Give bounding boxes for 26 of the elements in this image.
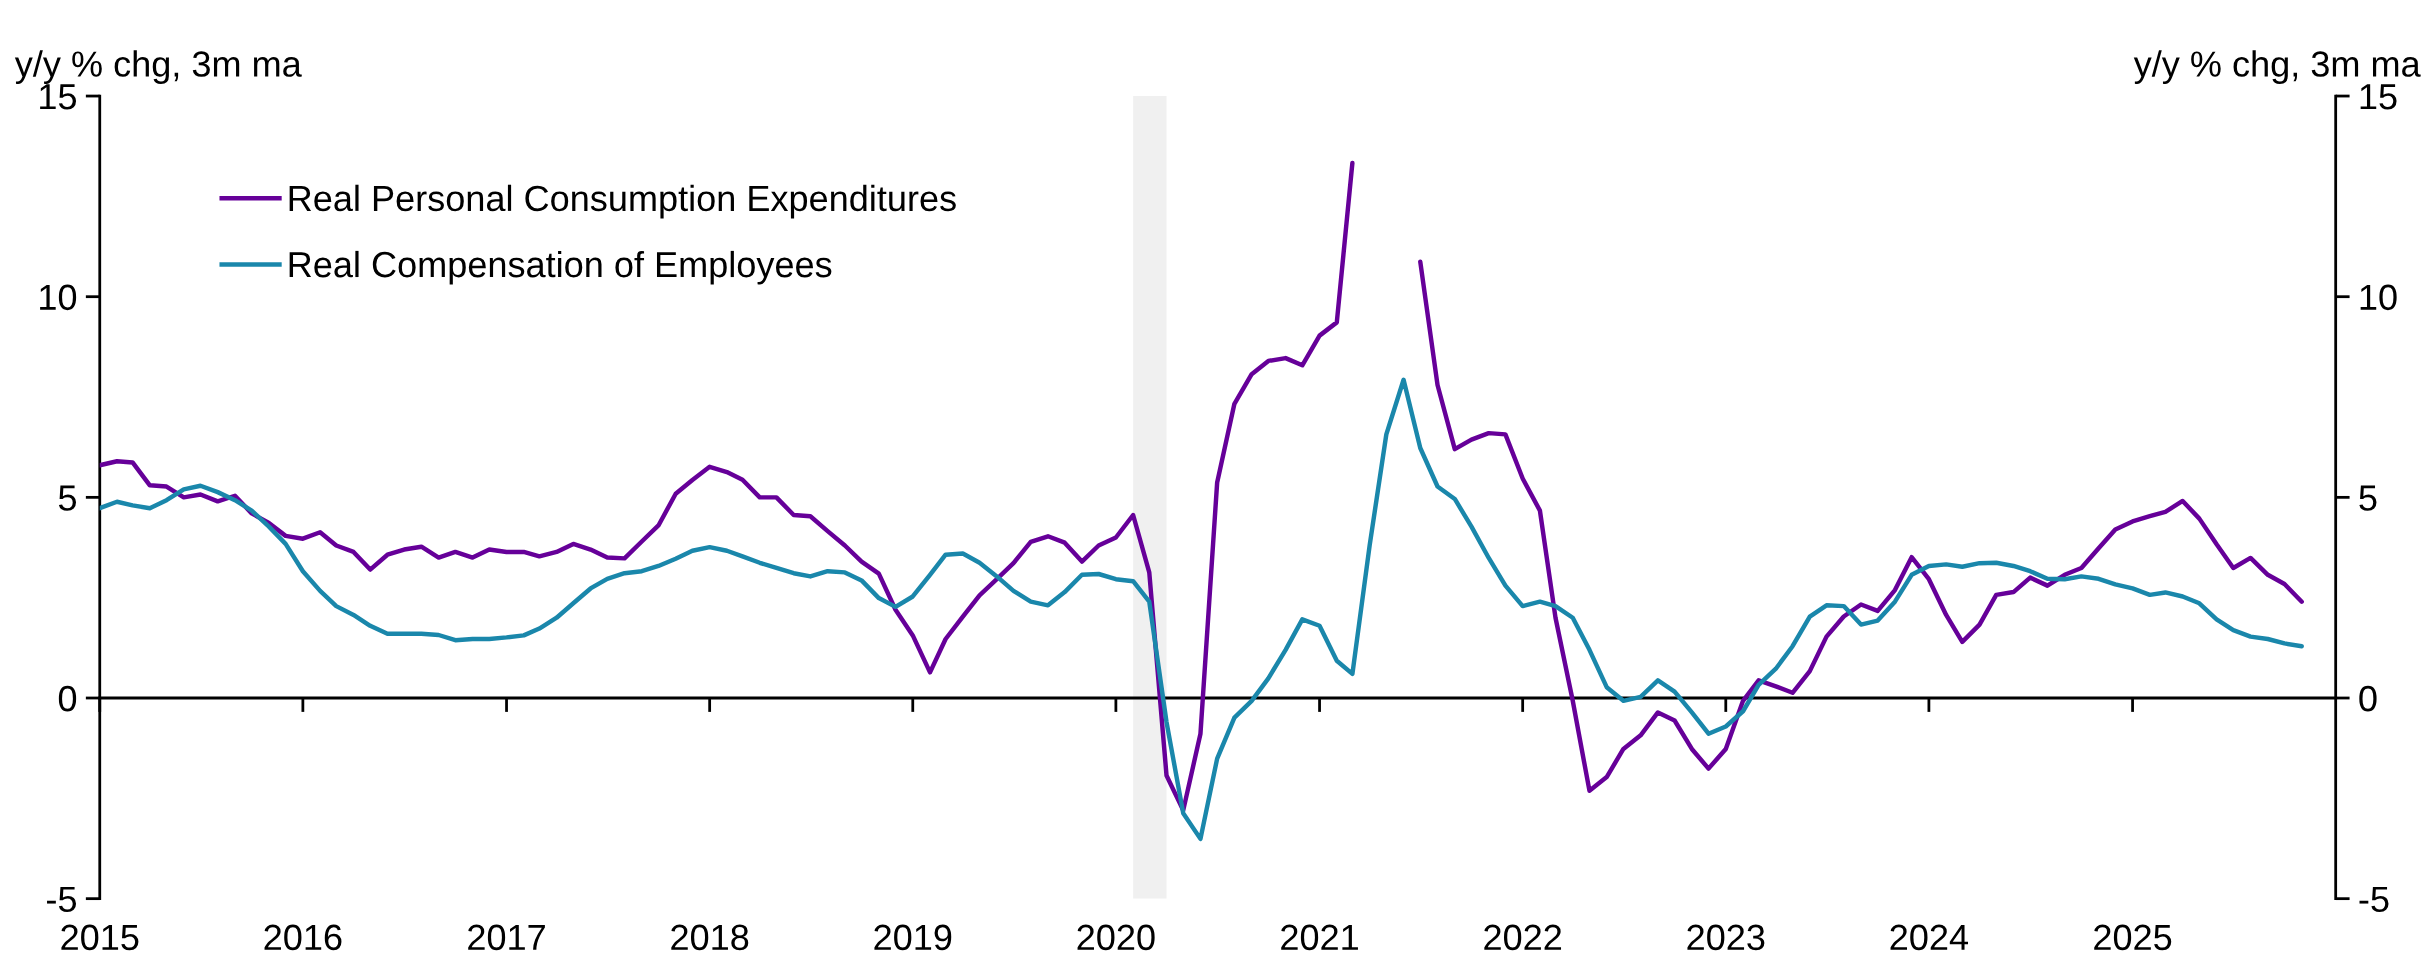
x-tick-label: 2017 [468, 924, 545, 951]
y2-tick-label: 5 [2359, 485, 2377, 511]
y-tick-label: -5 [47, 886, 77, 913]
x-tick-label: 2023 [1687, 924, 1765, 951]
x-tick-label: 2020 [1077, 924, 1155, 951]
x-tick-label: 2021 [1281, 924, 1358, 951]
x-tick-label: 2025 [2094, 924, 2172, 951]
x-tick-label: 2018 [671, 924, 749, 951]
line-series [99, 377, 2304, 842]
y-tick-label: 10 [40, 284, 77, 311]
legend-label: Real Personal Consumption Expenditures [289, 184, 956, 219]
y2-tick-label: 10 [2360, 284, 2397, 311]
x-tick-label: 2019 [874, 924, 952, 951]
y2-axis-title: y/y % chg, 3m ma [2133, 50, 2421, 84]
y-tick-label: 0 [58, 685, 77, 712]
y2-tick-label: 0 [2359, 685, 2377, 712]
y2-tick-label: -5 [2359, 886, 2389, 913]
x-tick-label: 2015 [61, 924, 139, 951]
y-tick-label: 15 [40, 84, 77, 110]
y-axis-title: y/y % chg, 3m ma [14, 50, 302, 84]
x-tick-label: 2022 [1484, 924, 1562, 951]
x-tick-label: 2024 [1890, 924, 1969, 951]
legend-label: Real Compensation of Employees [289, 250, 832, 285]
y-tick-label: 5 [58, 485, 77, 511]
x-tick-label: 2016 [264, 924, 342, 951]
y2-tick-label: 15 [2360, 84, 2397, 110]
